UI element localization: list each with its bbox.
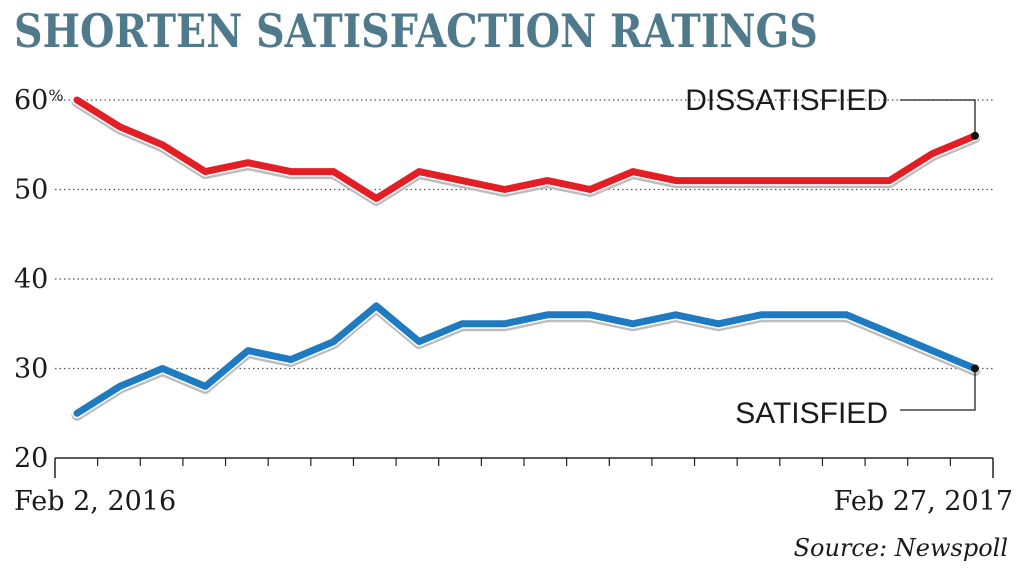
x-tick-label-end: Feb 27, 2017: [834, 486, 1013, 517]
y-tick-label-40: 40: [14, 264, 48, 295]
series-callouts: [900, 99, 979, 411]
callout-leader-dissatisfied: [900, 99, 976, 136]
end-point-dissatisfied: [971, 131, 979, 140]
x-tick-label-start: Feb 2, 2016: [14, 486, 176, 517]
y-unit-suffix: %: [48, 86, 63, 105]
y-tick-label-60: 60%: [14, 85, 64, 116]
callout-leader-satisfied: [900, 368, 976, 411]
series-label-satisfied: SATISFIED: [735, 397, 888, 430]
chart-title: SHORTEN SATISFACTION RATINGS: [14, 4, 818, 58]
end-point-satisfied: [971, 364, 979, 373]
y-axis-labels: 20 30 40 50 60%: [14, 85, 64, 474]
grid-lines: [55, 99, 993, 370]
y-tick-label-50: 50: [14, 175, 48, 206]
series-line-dissatisfied: [73, 96, 979, 202]
series-line-satisfied: [73, 302, 979, 417]
source-note: Source: Newspoll: [794, 534, 1008, 562]
series-label-dissatisfied: DISSATISFIED: [685, 84, 888, 117]
series-lines: [71, 95, 981, 421]
x-axis: [54, 457, 994, 478]
y-tick-label-30: 30: [14, 354, 48, 385]
y-tick-label-20: 20: [14, 443, 48, 474]
